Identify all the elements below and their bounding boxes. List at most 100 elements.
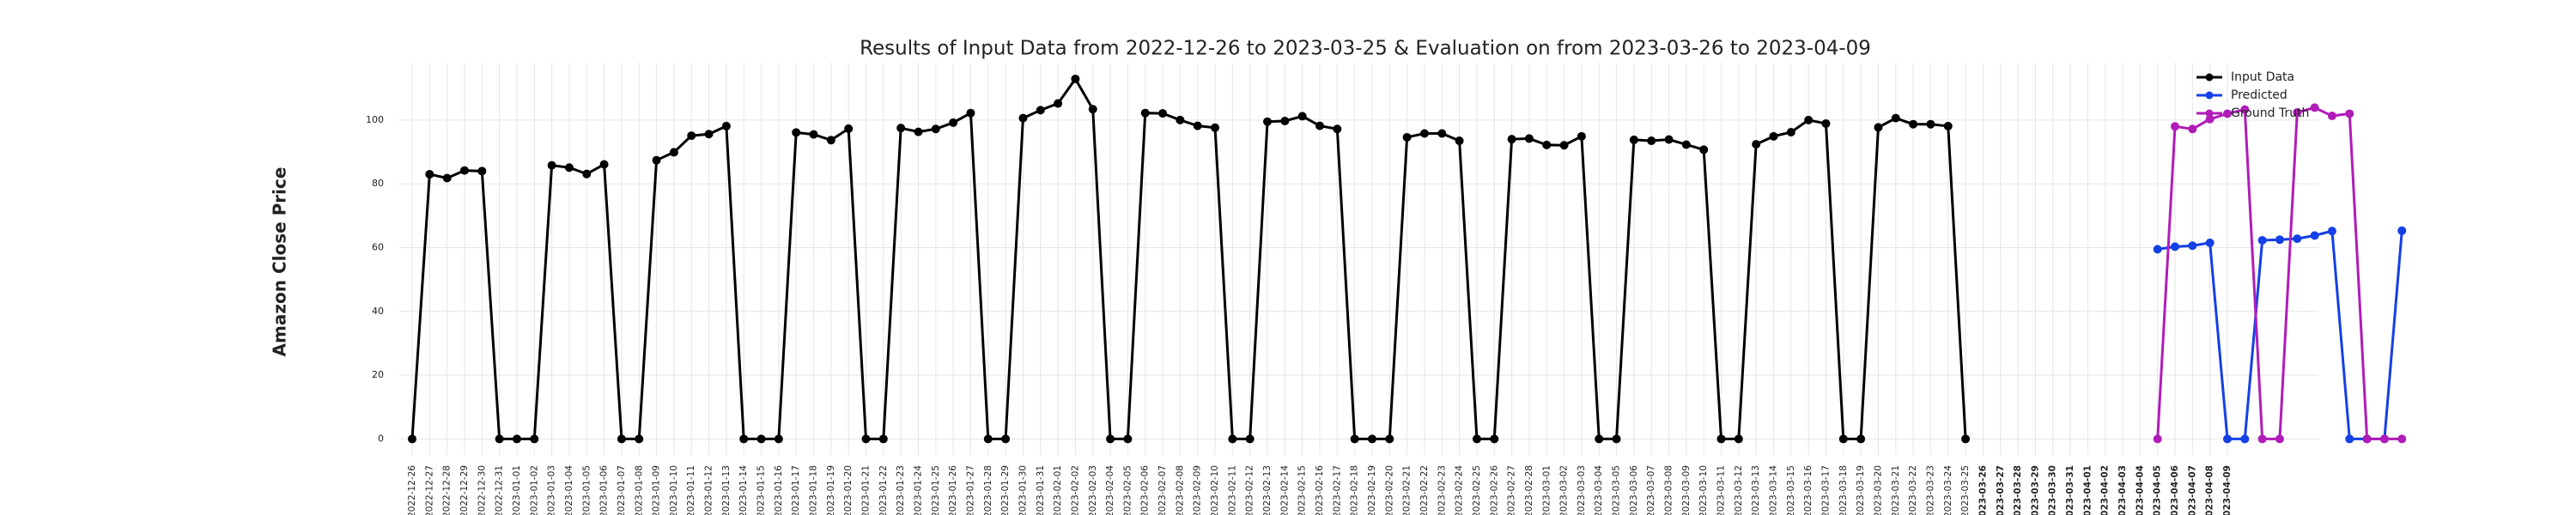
data-point — [1909, 119, 1918, 129]
data-point — [826, 136, 835, 145]
data-point — [1804, 115, 1814, 124]
x-tick-label: 2022-12-27 — [424, 465, 434, 515]
legend-label: Input Data — [2231, 70, 2294, 84]
data-point — [1699, 145, 1709, 154]
data-point — [2153, 434, 2162, 444]
data-point — [425, 170, 434, 179]
x-tick-label: 2023-03-03 — [1577, 465, 1587, 515]
data-point — [1367, 434, 1376, 444]
x-tick-label: 2023-02-06 — [1140, 465, 1151, 515]
x-tick-label: 2023-01-28 — [983, 465, 993, 515]
data-point — [2257, 434, 2267, 444]
data-point — [2171, 242, 2180, 251]
x-tick-label: 2023-03-17 — [1820, 465, 1831, 515]
x-tick-label: 2023-01-24 — [913, 465, 923, 515]
data-point — [2362, 434, 2372, 444]
data-point — [1769, 131, 1778, 141]
x-tick-label: 2023-04-03 — [2117, 465, 2128, 515]
y-tick-label: 20 — [372, 369, 384, 380]
x-tick-label: 2023-02-24 — [1455, 465, 1465, 515]
data-point — [1140, 108, 1150, 118]
data-point — [2257, 235, 2267, 245]
data-point — [599, 160, 609, 169]
data-point — [721, 121, 731, 130]
data-point — [1333, 124, 1342, 134]
data-point — [635, 434, 644, 444]
x-tick-label: 2023-01-03 — [547, 465, 557, 515]
data-point — [2310, 231, 2319, 240]
x-tick-label: 2023-02-02 — [1070, 465, 1080, 515]
x-tick-label: 2023-03-18 — [1838, 465, 1849, 515]
x-tick-label: 2023-03-11 — [1716, 465, 1727, 515]
x-tick-label: 2023-03-01 — [1541, 465, 1552, 515]
x-tick-label: 2023-04-05 — [2153, 465, 2163, 515]
data-point — [1629, 135, 1638, 144]
data-point — [687, 131, 696, 141]
data-point — [2188, 124, 2197, 134]
data-point — [408, 434, 416, 444]
x-tick-label: 2023-01-06 — [599, 465, 610, 515]
y-tick-label: 80 — [372, 178, 384, 189]
data-point — [2205, 238, 2215, 247]
x-tick-label: 2023-03-28 — [2013, 465, 2023, 515]
y-tick-label: 100 — [366, 114, 384, 125]
data-point — [1664, 135, 1674, 144]
x-tick-label: 2023-02-10 — [1210, 465, 1220, 515]
x-tick-label: 2023-01-31 — [1036, 465, 1046, 515]
data-point — [1036, 106, 1045, 115]
x-tick-label: 2023-03-21 — [1891, 465, 1901, 515]
x-tick-label: 2023-03-10 — [1698, 465, 1709, 515]
x-tick-label: 2023-02-19 — [1367, 465, 1377, 515]
data-point — [1455, 136, 1464, 146]
data-point — [1716, 434, 1726, 444]
data-point — [512, 434, 521, 444]
data-point — [983, 434, 993, 444]
data-point — [2327, 227, 2336, 236]
x-tick-label: 2023-01-12 — [704, 465, 714, 515]
data-point — [1856, 434, 1866, 444]
data-point — [809, 130, 818, 139]
x-tick-label: 2023-01-21 — [861, 465, 872, 515]
data-point — [2293, 107, 2302, 117]
x-tick-label: 2023-03-29 — [2030, 465, 2040, 515]
data-point — [1385, 434, 1394, 444]
x-tick-label: 2022-12-26 — [407, 465, 417, 515]
data-point — [2293, 234, 2302, 244]
x-tick-label: 2023-01-18 — [809, 465, 819, 515]
data-point — [1524, 134, 1534, 143]
x-tick-label: 2023-01-09 — [652, 465, 662, 515]
x-tick-label: 2023-04-08 — [2205, 465, 2215, 515]
legend-marker — [2205, 109, 2214, 118]
x-tick-label: 2023-02-26 — [1489, 465, 1499, 515]
data-point — [459, 166, 469, 175]
data-point — [582, 169, 592, 179]
data-point — [1211, 123, 1220, 132]
x-tick-label: 2023-03-27 — [1996, 465, 2006, 515]
data-point — [1228, 434, 1237, 444]
x-tick-label: 2023-01-23 — [896, 465, 906, 515]
data-point — [617, 434, 626, 444]
data-point — [844, 124, 854, 133]
x-tick-label: 2023-03-16 — [1803, 465, 1814, 515]
data-point — [1402, 132, 1412, 142]
data-point — [1018, 113, 1028, 123]
data-point — [774, 434, 783, 444]
x-tick-label: 2023-03-23 — [1925, 465, 1935, 515]
data-point — [2397, 434, 2407, 444]
data-point — [1961, 434, 1971, 444]
x-tick-label: 2023-01-01 — [512, 465, 522, 515]
x-tick-label: 2023-03-30 — [2048, 465, 2058, 515]
y-tick-label: 40 — [372, 306, 384, 317]
data-point — [2188, 241, 2197, 251]
data-point — [530, 434, 539, 444]
x-tick-label: 2023-02-12 — [1245, 465, 1255, 515]
x-tick-label: 2023-02-03 — [1088, 465, 1098, 515]
x-tick-label: 2023-02-09 — [1193, 465, 1203, 515]
data-point — [1054, 99, 1063, 108]
x-tick-label: 2023-03-26 — [1978, 465, 1988, 515]
x-tick-label: 2023-01-20 — [843, 465, 854, 515]
x-tick-label: 2023-03-24 — [1943, 465, 1953, 515]
data-point — [1280, 116, 1290, 125]
data-point — [2240, 434, 2250, 444]
